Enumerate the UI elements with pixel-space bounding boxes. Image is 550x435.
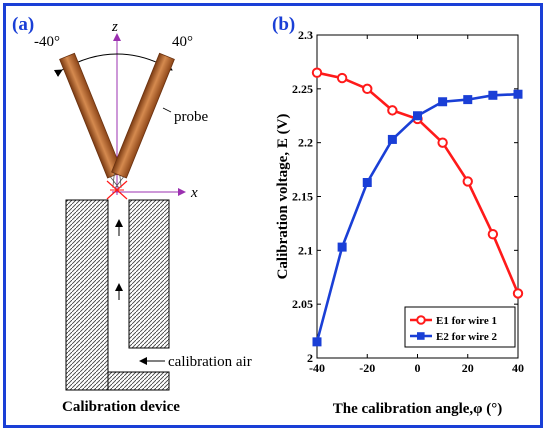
- y-tick-label: 2.25: [292, 82, 313, 96]
- series-1-point: [487, 228, 499, 240]
- series-1-point: [362, 83, 373, 95]
- x-axis-title: The calibration angle,φ (°): [333, 401, 503, 417]
- y-tick-label: 2.1: [298, 243, 313, 257]
- series-2-point: [463, 95, 473, 105]
- probe-leader: [162, 107, 172, 113]
- series-2-point: [513, 89, 523, 99]
- probe-left: [59, 52, 123, 189]
- y-tick-label: 2.3: [298, 28, 313, 42]
- z-axis-label: z: [111, 19, 118, 35]
- sensor-wires: [106, 180, 128, 200]
- probe-right: [111, 52, 175, 189]
- calibration-chart: -40 -20 0 20 40 2 2.05 2.1 2.15 2.2 2.25 2.3 The cal…: [275, 28, 524, 417]
- x-tick-label: 40: [512, 361, 524, 375]
- series-2-point: [387, 134, 397, 144]
- y-tick-label: 2.05: [292, 297, 313, 311]
- legend: E1 for wire 1 E2 for wire 2: [404, 306, 516, 348]
- series-2-point: [488, 90, 498, 100]
- series-2-point: [312, 337, 322, 347]
- y-axis-title: Calibration voltage, E (V): [275, 114, 291, 280]
- legend-box: [404, 306, 516, 348]
- calibration-device: [65, 199, 170, 391]
- x-tick-label: 20: [462, 361, 474, 375]
- panel-a-caption: Calibration device: [62, 399, 180, 415]
- legend-marker-1: [416, 315, 426, 325]
- y-tick-label: 2.15: [292, 190, 313, 204]
- series-1-point: [311, 67, 323, 78]
- y-tick-label: 2.2: [298, 136, 313, 150]
- series-line-1: [316, 71, 520, 294]
- x-tick-label: 0: [415, 361, 421, 375]
- angle-left-label: -40°: [34, 34, 60, 50]
- series-2-point: [362, 178, 372, 188]
- series-line-2: [315, 92, 519, 343]
- angle-right-label: 40°: [172, 34, 193, 50]
- panel-a-label: (a): [12, 14, 34, 35]
- series-1-point: [336, 72, 348, 84]
- series-2-point: [337, 242, 347, 252]
- series-1-point: [387, 105, 398, 116]
- legend-label-1: E1 for wire 1: [436, 315, 497, 327]
- panel-b-label: (b): [272, 14, 295, 35]
- series-1-point: [512, 288, 524, 299]
- x-tick-label: -40: [309, 361, 325, 375]
- x-axis-label: x: [190, 185, 198, 201]
- y-tick-label: 2: [307, 351, 313, 365]
- legend-marker-2: [417, 332, 425, 340]
- legend-label-2: E2 for wire 2: [436, 331, 497, 343]
- series-1-point: [462, 176, 473, 187]
- probe-label: probe: [174, 109, 208, 125]
- calibration-air-label: calibration air: [168, 354, 252, 370]
- panel-b: (b) -40 -20 0 20 40 2 2.05 2.1 2.15 2.2 2.25 2.3 The…: [272, 14, 524, 417]
- series-1-point: [437, 137, 448, 148]
- series-2-point: [438, 97, 448, 107]
- series-2-point: [413, 111, 422, 121]
- x-tick-label: -20: [359, 361, 375, 375]
- panel-a: (a) -40° 40° z x probe: [12, 14, 252, 415]
